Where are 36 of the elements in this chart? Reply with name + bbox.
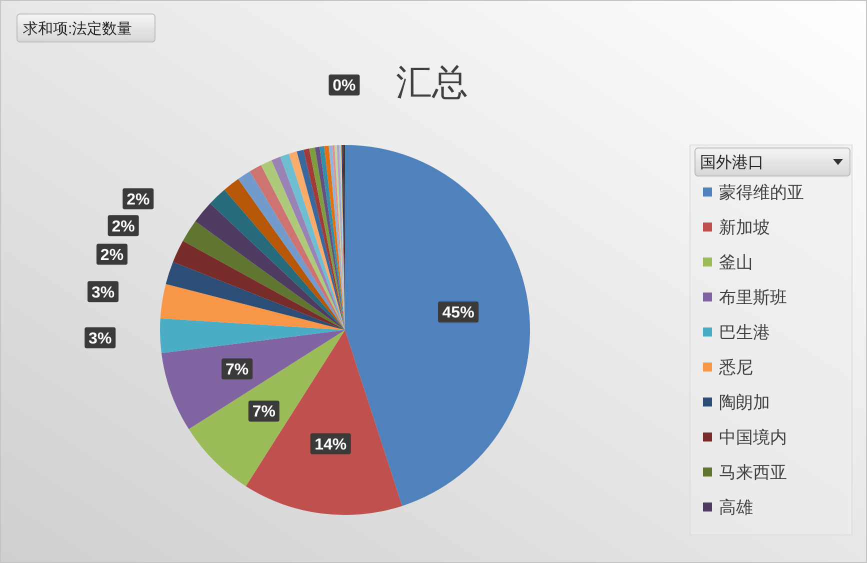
data-label: 3%: [91, 284, 115, 302]
legend-label: 布里斯班: [719, 288, 787, 307]
legend-title: 国外港口: [700, 154, 764, 172]
data-label: 7%: [252, 404, 276, 421]
data-label: 0%: [332, 78, 356, 95]
legend-label: 巴生港: [719, 322, 770, 342]
pie-slice: [188, 330, 345, 486]
legend-label: 新加坡: [719, 218, 770, 237]
pie-slice: [314, 146, 345, 330]
pie-slice: [161, 330, 345, 430]
data-label: 3%: [88, 330, 112, 348]
data-label: 45%: [442, 304, 474, 322]
legend-label: 高雄: [719, 498, 753, 517]
data-label: 2%: [100, 246, 124, 264]
pie-slice: [160, 284, 345, 330]
pie-slice: [345, 145, 530, 506]
chart-title: 汇总: [396, 62, 468, 103]
legend-label: 陶朗加: [719, 392, 770, 412]
pie-slice: [182, 221, 345, 330]
pie-slice: [224, 178, 345, 330]
data-label: 7%: [226, 361, 249, 378]
pie-slice: [166, 262, 345, 330]
data-label: 2%: [126, 191, 150, 208]
pie-slice: [195, 203, 345, 330]
pie-slice: [160, 318, 345, 354]
pie-slice: [324, 146, 345, 330]
data-label: 14%: [314, 436, 347, 454]
text: 求和项:法定数量: [23, 20, 132, 38]
legend-label: 马来西亚: [719, 462, 787, 482]
pie-slice: [172, 240, 345, 330]
data-label: 2%: [112, 218, 135, 236]
legend-label: 中国境内: [719, 428, 787, 447]
legend-label: 釜山: [719, 252, 753, 272]
legend-label: 蒙得维的亚: [719, 182, 804, 202]
pie-slice: [210, 190, 345, 330]
legend-label: 悉尼: [718, 358, 753, 377]
